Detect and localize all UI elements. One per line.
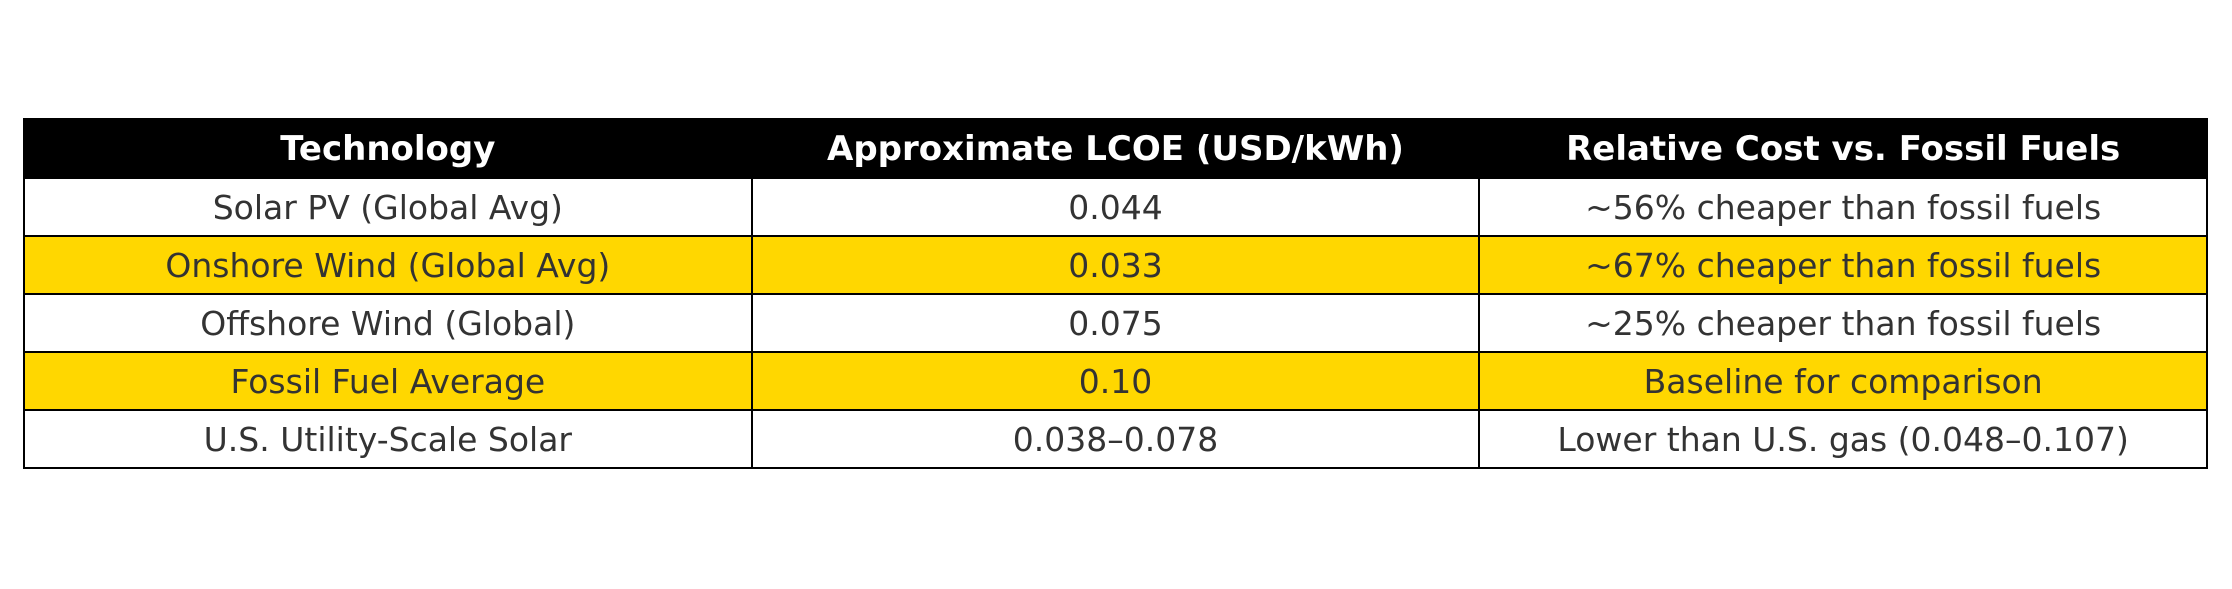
header-technology: Technology bbox=[23, 118, 753, 179]
table-row: Solar PV (Global Avg) 0.044 ~56% cheaper t… bbox=[23, 177, 2208, 237]
cell-technology: Onshore Wind (Global Avg) bbox=[23, 235, 753, 295]
cell-technology: Fossil Fuel Average bbox=[23, 351, 753, 411]
cell-lcoe: 0.044 bbox=[750, 177, 1481, 237]
cell-relative-cost: Baseline for comparison bbox=[1478, 351, 2208, 411]
cell-relative-cost: Lower than U.S. gas (0.048–0.107) bbox=[1478, 409, 2208, 469]
cell-technology: Solar PV (Global Avg) bbox=[23, 177, 753, 237]
table-row: Fossil Fuel Average 0.10 Baseline for comp… bbox=[23, 351, 2208, 411]
cell-technology: U.S. Utility-Scale Solar bbox=[23, 409, 753, 469]
cell-relative-cost: ~25% cheaper than fossil fuels bbox=[1478, 293, 2208, 353]
header-row: Technology Approximate LCOE (USD/kWh) Re… bbox=[23, 118, 2208, 179]
cell-lcoe: 0.10 bbox=[750, 351, 1481, 411]
header-lcoe: Approximate LCOE (USD/kWh) bbox=[750, 118, 1481, 179]
cell-relative-cost: ~67% cheaper than fossil fuels bbox=[1478, 235, 2208, 295]
cell-lcoe: 0.075 bbox=[750, 293, 1481, 353]
table-row: Onshore Wind (Global Avg) 0.033 ~67% cheap… bbox=[23, 235, 2208, 295]
cell-relative-cost: ~56% cheaper than fossil fuels bbox=[1478, 177, 2208, 237]
cell-lcoe: 0.038–0.078 bbox=[750, 409, 1481, 469]
table-row: Offshore Wind (Global) 0.075 ~25% cheaper … bbox=[23, 293, 2208, 353]
cell-lcoe: 0.033 bbox=[750, 235, 1481, 295]
table-row: U.S. Utility-Scale Solar 0.038–0.078 Lower… bbox=[23, 409, 2208, 469]
lcoe-table: Technology Approximate LCOE (USD/kWh) Re… bbox=[23, 118, 2208, 469]
header-relative-cost: Relative Cost vs. Fossil Fuels bbox=[1478, 118, 2208, 179]
cell-technology: Offshore Wind (Global) bbox=[23, 293, 753, 353]
